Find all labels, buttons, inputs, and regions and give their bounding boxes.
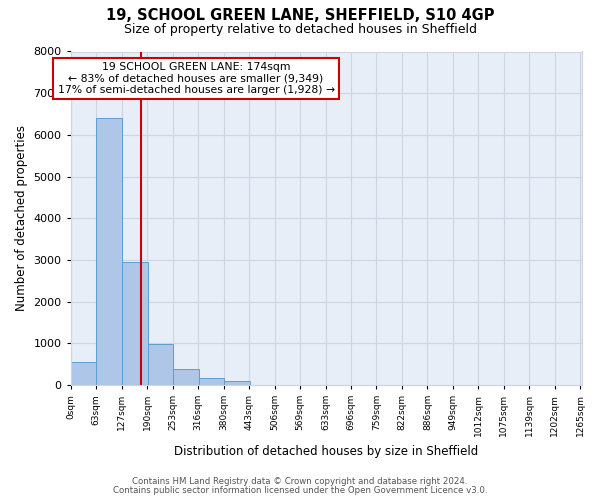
Y-axis label: Number of detached properties: Number of detached properties [15, 126, 28, 312]
Bar [148, 344, 173, 385]
Bar [71, 362, 96, 385]
Text: Contains HM Land Registry data © Crown copyright and database right 2024.: Contains HM Land Registry data © Crown c… [132, 477, 468, 486]
Text: Contains public sector information licensed under the Open Government Licence v3: Contains public sector information licen… [113, 486, 487, 495]
Bar [122, 262, 148, 385]
Text: Size of property relative to detached houses in Sheffield: Size of property relative to detached ho… [124, 22, 476, 36]
Bar [199, 378, 224, 385]
Text: 19, SCHOOL GREEN LANE, SHEFFIELD, S10 4GP: 19, SCHOOL GREEN LANE, SHEFFIELD, S10 4G… [106, 8, 494, 22]
Bar [173, 369, 199, 385]
Bar [96, 118, 122, 385]
Bar [224, 382, 250, 385]
X-axis label: Distribution of detached houses by size in Sheffield: Distribution of detached houses by size … [175, 444, 479, 458]
Text: 19 SCHOOL GREEN LANE: 174sqm
← 83% of detached houses are smaller (9,349)
17% of: 19 SCHOOL GREEN LANE: 174sqm ← 83% of de… [58, 62, 335, 95]
